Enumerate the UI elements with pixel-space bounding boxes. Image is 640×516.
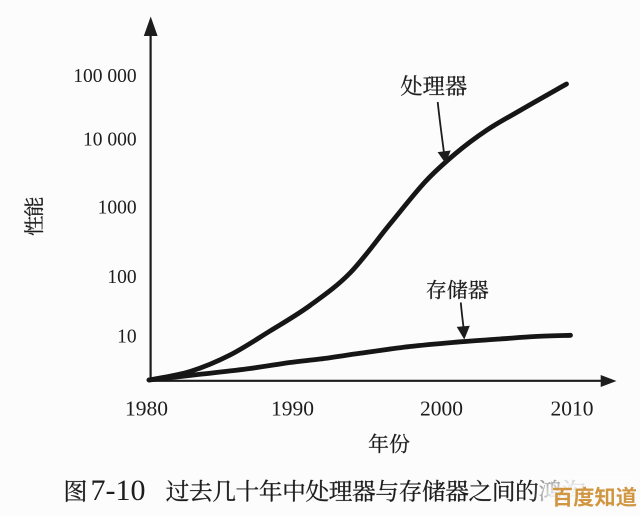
svg-text:2000: 2000	[420, 397, 463, 421]
svg-text:10: 10	[117, 327, 137, 348]
svg-text:7-10: 7-10	[91, 474, 146, 507]
svg-text:100 000: 100 000	[73, 66, 136, 87]
svg-text:1980: 1980	[125, 397, 168, 421]
svg-text:2010: 2010	[551, 397, 594, 421]
svg-text:1990: 1990	[271, 397, 314, 421]
svg-text:10 000: 10 000	[83, 129, 137, 150]
svg-text:100: 100	[107, 267, 136, 288]
svg-text:1000: 1000	[98, 197, 137, 218]
